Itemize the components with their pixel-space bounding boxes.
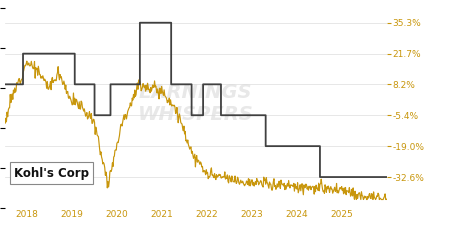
Text: EARNINGS
WHISPERS: EARNINGS WHISPERS — [138, 83, 254, 124]
Text: Kohl's Corp: Kohl's Corp — [14, 166, 89, 179]
